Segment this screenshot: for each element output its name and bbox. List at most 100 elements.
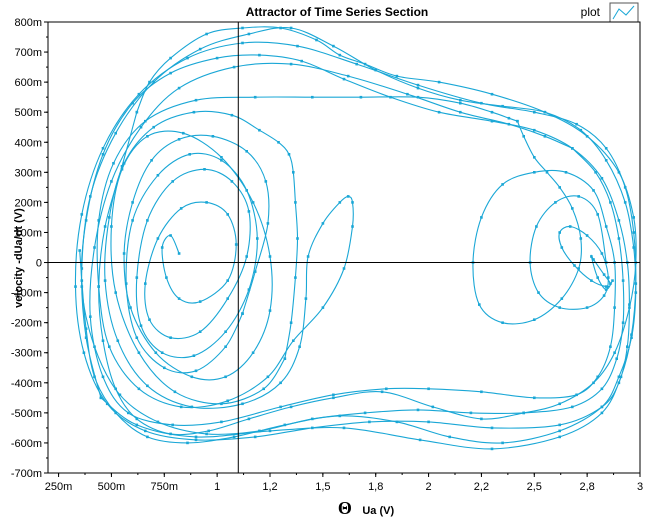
data-point [160,246,164,249]
data-point [232,435,236,439]
data-point [600,177,604,180]
data-point [110,180,113,183]
data-point [590,255,593,258]
data-point [226,213,229,216]
data-point [363,62,367,66]
axes: 800m 700m 600m 500m 400m 300m 200m 100m 0 -100m -2… [11,17,643,493]
data-point [543,135,547,138]
x-tick-label: 2 [426,481,432,493]
series-points [97,95,519,409]
x-tick-label: 1,2 [262,481,277,493]
y-axis-label: velocity -dUa/dt (V) [13,208,25,308]
data-point [604,159,608,162]
y-tick-label: -500m [11,408,42,420]
data-point [490,110,494,114]
data-point [558,306,561,309]
data-point [292,339,295,342]
data-point [533,128,536,132]
data-point [480,417,483,421]
data-point [592,381,595,385]
data-point [628,306,631,309]
y-tick-label: -100m [11,288,42,300]
y-tick-label: 0 [36,258,42,270]
data-point [459,110,462,114]
data-point [292,171,295,174]
data-point [596,213,599,216]
data-point [186,441,189,445]
data-point [577,267,580,270]
data-point [604,147,608,150]
data-point [389,95,392,99]
data-point [501,104,504,108]
data-point [596,276,599,279]
data-point [137,351,141,354]
plot-area[interactable] [48,22,640,473]
data-point [535,225,538,228]
data-point [315,38,318,42]
y-tick-label: 800m [14,17,42,29]
data-point [516,119,519,123]
data-point [169,56,172,60]
data-point [283,423,287,427]
data-point [480,390,483,394]
data-point [585,135,589,138]
data-point [427,420,430,424]
data-point [78,249,81,252]
x-tick-label: 2,2 [474,481,489,493]
data-point [101,147,105,150]
data-point [165,276,168,279]
data-point [363,411,367,415]
data-point [148,80,151,84]
y-tick-label: 100m [14,227,42,239]
data-point [533,396,536,400]
legend: plot [581,2,639,23]
data-point [144,429,147,433]
data-point [152,80,155,84]
data-point [533,156,536,159]
data-point [101,153,105,156]
data-point [604,225,608,228]
data-point [296,237,299,240]
data-point [558,435,561,439]
data-point [311,426,314,430]
data-point [306,255,310,258]
data-point [194,438,198,442]
data-point [590,279,593,282]
data-point [146,135,149,138]
data-point [226,399,229,403]
data-point [114,387,117,391]
data-point [448,435,451,439]
data-point [182,131,185,135]
data-point [146,384,149,388]
data-point [150,159,153,162]
data-point [190,375,194,379]
data-point [266,222,270,225]
data-point [264,180,268,183]
data-point [203,168,206,171]
data-point [617,237,621,240]
data-point [579,128,583,132]
data-point [211,135,215,138]
data-point [277,141,280,144]
data-point [93,375,96,379]
data-point [558,429,561,433]
data-point [247,32,251,36]
data-point [298,345,301,348]
data-point [342,267,346,270]
data-point [346,74,350,78]
data-point [355,62,358,66]
data-point [416,83,420,87]
data-point [359,95,363,99]
data-point [279,381,282,385]
data-point [220,420,223,424]
x-tick-label: 500m [98,481,126,493]
data-point [507,116,511,120]
data-point [615,357,618,360]
data-point [585,306,589,309]
data-point [416,408,420,412]
y-tick-label: -600m [11,438,42,450]
data-point [558,186,561,189]
data-point [108,345,111,348]
data-point [241,26,244,30]
data-point [146,219,149,222]
